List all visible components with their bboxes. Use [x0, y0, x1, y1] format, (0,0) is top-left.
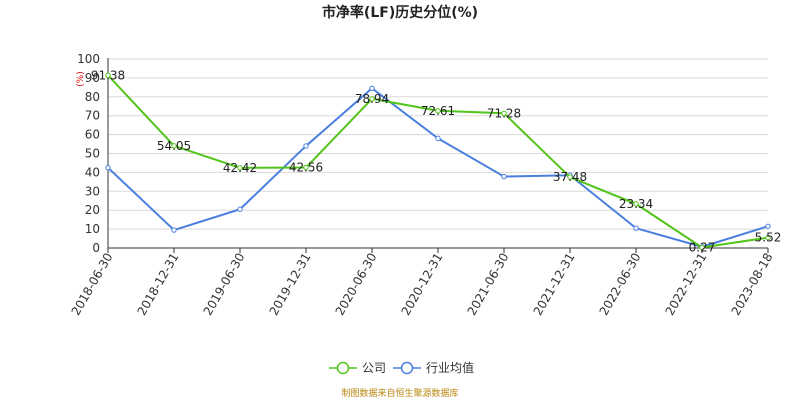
data-label: 42.56 — [289, 161, 323, 175]
data-point — [171, 227, 177, 233]
series-line — [107, 74, 769, 249]
legend-swatch-company-marker — [336, 361, 350, 375]
y-tick-label: 60 — [85, 128, 100, 142]
x-tick-label: 2019-12-31 — [267, 251, 314, 318]
data-point — [633, 225, 639, 231]
x-tick-label: 2020-12-31 — [399, 251, 446, 318]
axis-layer: 0 10 20 30 40 50 60 70 80 90 100 2018-06-30 2018-12-… — [69, 52, 776, 318]
data-point — [699, 244, 705, 251]
series-layer — [105, 72, 771, 251]
y-tick-label: 40 — [85, 165, 100, 179]
x-tick-label: 2021-06-30 — [465, 251, 512, 318]
data-point — [237, 206, 243, 212]
y-tick-label: 70 — [85, 109, 100, 123]
data-point — [435, 135, 441, 142]
y-tick-label: 80 — [85, 90, 100, 104]
y-tick-label: 100 — [77, 52, 100, 66]
data-point — [105, 164, 111, 171]
data-point — [501, 110, 507, 116]
y-tick-label: 90 — [85, 71, 100, 85]
grid-layer — [108, 58, 768, 230]
data-point — [369, 85, 375, 91]
data-point — [633, 201, 639, 207]
data-label: 91.38 — [91, 68, 125, 82]
data-label: 71.28 — [487, 106, 521, 120]
chart-title: 市净率(LF)历史分位(%) — [322, 4, 478, 21]
legend: 公司 行业均值 — [329, 360, 474, 375]
data-label: 72.61 — [421, 104, 455, 118]
data-point — [567, 174, 573, 180]
data-point — [237, 165, 243, 171]
legend-swatch-industry-marker — [400, 361, 414, 375]
data-point — [501, 173, 507, 180]
data-point — [303, 143, 309, 149]
x-tick-label: 2018-12-31 — [135, 251, 182, 318]
series-industry-average — [105, 85, 771, 250]
y-tick-label: 0 — [92, 241, 100, 255]
x-tick-label: 2022-06-30 — [597, 251, 644, 318]
data-label: 5.52 — [755, 231, 782, 245]
data-label: 54.05 — [157, 139, 191, 153]
data-point — [765, 223, 771, 229]
y-tick-label: 20 — [85, 203, 100, 217]
series-company — [105, 72, 771, 251]
legend-item-industry-average[interactable]: 行业均值 — [393, 360, 474, 375]
x-tick-label: 2023-08-18 — [729, 251, 776, 318]
legend-label-company: 公司 — [362, 361, 386, 375]
data-label: 37.48 — [553, 170, 587, 184]
x-tick-label: 2022-12-31 — [663, 251, 710, 318]
y-tick-label: 30 — [85, 184, 100, 198]
y-tick-label: 50 — [85, 147, 100, 161]
x-tick-label: 2019-06-30 — [201, 251, 248, 318]
data-point — [105, 72, 111, 78]
data-label: 78.94 — [355, 92, 389, 106]
data-point — [369, 96, 375, 102]
source-note: 制图数据来自恒生聚源数据库 — [341, 387, 458, 399]
data-point — [303, 164, 309, 171]
legend-item-company[interactable]: 公司 — [329, 361, 386, 375]
data-point — [435, 108, 441, 114]
y-tick-label: 10 — [85, 222, 100, 236]
data-label-layer: 91.38 54.05 42.42 42.56 78.94 72.61 71.28 37.48… — [91, 68, 782, 254]
x-tick-label: 2021-12-31 — [531, 251, 578, 318]
data-label: 23.34 — [619, 197, 653, 211]
y-axis-unit: (%) — [76, 71, 86, 87]
x-tick-label: 2018-06-30 — [69, 251, 116, 318]
legend-label-industry-average: 行业均值 — [426, 360, 474, 375]
data-label: 0.27 — [689, 240, 716, 254]
data-point — [765, 234, 771, 241]
data-label: 42.42 — [223, 161, 257, 175]
x-tick-label: 2020-06-30 — [333, 251, 380, 318]
data-point — [171, 143, 177, 149]
